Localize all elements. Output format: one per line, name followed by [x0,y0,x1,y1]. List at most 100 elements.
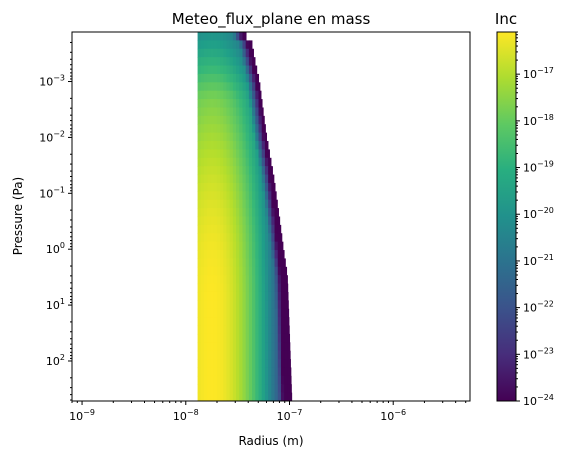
heatmap-cell [239,182,244,192]
heatmap-cell [245,48,250,58]
heatmap-cell [287,283,289,293]
heatmap-cell [255,241,260,251]
heatmap-cell [220,350,224,360]
heatmap-cell [213,283,218,293]
heatmap-cell [223,359,228,369]
heatmap-cell [216,350,221,360]
heatmap-cell [220,224,224,234]
heatmap-cell [236,291,240,301]
heatmap-cells [197,32,293,401]
heatmap-cell [252,65,256,75]
heatmap-cell [255,115,260,125]
heatmap-cell [232,241,237,251]
heatmap-cell [277,308,282,318]
heatmap-cell [232,99,237,109]
heatmap-cell [213,241,218,251]
heatmap-cell [223,241,228,251]
heatmap-cell [258,375,263,385]
heatmap-cell [197,132,202,142]
heatmap-cell [242,367,247,377]
x-axis-label: Radius (m) [238,434,303,448]
colorbar-tick-label: 10−22 [523,300,554,315]
heatmap-cell [274,333,279,343]
heatmap-cell [210,325,215,335]
heatmap-cell [245,317,250,327]
heatmap-cell [245,392,250,401]
heatmap-cell [274,283,279,293]
heatmap-cell [280,308,285,318]
heatmap-cell [229,233,234,243]
heatmap-cell [284,275,288,285]
heatmap-cell [242,115,247,125]
heatmap-cell [252,317,256,327]
heatmap-cell [200,182,205,192]
heatmap-cell [242,375,247,385]
heatmap-cell [226,57,231,67]
heatmap-cell [252,392,256,401]
heatmap-cell [248,115,253,125]
heatmap-cell [268,266,272,276]
heatmap-cell [197,350,202,360]
heatmap-cell [200,350,205,360]
heatmap-cell [232,308,237,318]
heatmap-cell [210,65,215,75]
heatmap-cell [258,174,263,184]
heatmap-cell [210,300,215,310]
heatmap-cell [213,99,218,109]
heatmap-cell [210,283,215,293]
heatmap-cell [232,325,237,335]
heatmap-cell [252,241,256,251]
heatmap-cell [261,115,265,125]
heatmap-cell [239,40,244,50]
heatmap-cell [226,132,231,142]
heatmap-cell [271,233,276,243]
heatmap-cell [197,384,202,394]
heatmap-cell [245,224,250,234]
heatmap-cell [245,250,250,260]
heatmap-cell [204,115,208,125]
heatmap-cell [229,48,234,58]
heatmap-cell [223,107,228,117]
heatmap-cell [220,266,224,276]
colorbar-tick-label: 10−17 [523,66,554,81]
heatmap-cell [200,283,205,293]
heatmap-cell [264,141,269,151]
heatmap-cell [223,308,228,318]
heatmap-cell [213,182,218,192]
heatmap-cell [248,132,253,142]
heatmap-cell [252,258,256,268]
heatmap-cell [277,300,282,310]
heatmap-cell [207,199,212,209]
heatmap-cell [216,115,221,125]
heatmap-cell [229,241,234,251]
heatmap-cell [223,367,228,377]
heatmap-cell [268,308,272,318]
heatmap-cell [245,191,250,201]
heatmap-cell [252,174,256,184]
heatmap-cell [284,392,288,401]
heatmap-cell [236,157,240,167]
heatmap-cell [229,325,234,335]
heatmap-cell [197,115,202,125]
heatmap-cell [261,233,266,243]
heatmap-cell [245,384,250,394]
heatmap-cell [277,367,282,377]
heatmap-cell [268,283,272,293]
heatmap-cell [277,350,282,360]
heatmap-cell [200,258,205,268]
heatmap-cell [213,333,218,343]
heatmap-cell [226,182,231,192]
heatmap-cell [258,191,263,201]
heatmap-cell [204,291,208,301]
heatmap-cell [197,141,202,151]
heatmap-cell [232,191,237,201]
heatmap-cell [239,392,244,401]
heatmap-cell [213,392,218,401]
heatmap-cell [204,174,208,184]
heatmap-cell [239,300,244,310]
heatmap-cell [200,124,205,134]
heatmap-cell [242,141,247,151]
heatmap-cell [220,82,224,92]
heatmap-cell [213,275,218,285]
heatmap-cell [274,367,279,377]
